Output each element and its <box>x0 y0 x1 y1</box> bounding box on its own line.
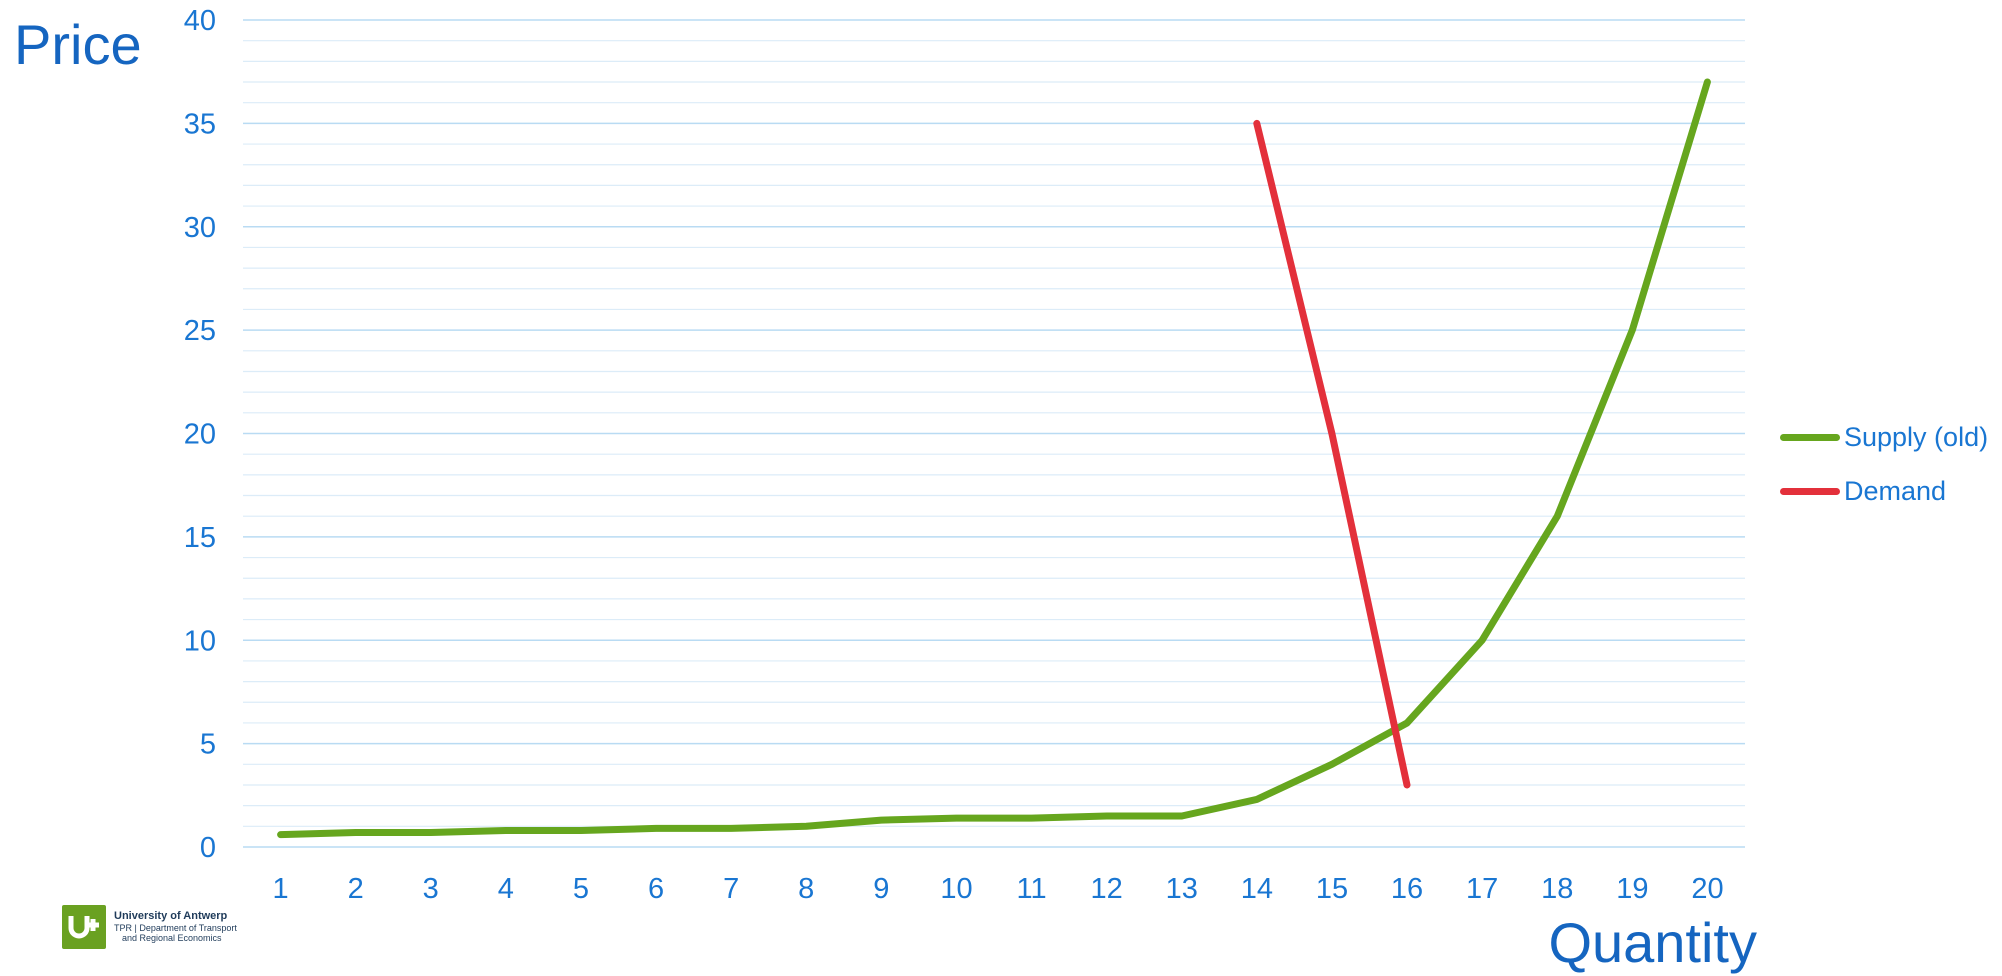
y-tick-label: 35 <box>184 108 216 140</box>
x-tick-label: 11 <box>1016 873 1046 905</box>
university-logo: University of Antwerp TPR | Department o… <box>62 905 237 949</box>
university-logo-text: University of Antwerp TPR | Department o… <box>114 910 237 943</box>
x-tick-label: 7 <box>723 873 739 905</box>
y-tick-label: 0 <box>200 832 216 864</box>
x-tick-label: 15 <box>1316 873 1348 905</box>
x-tick-label: 17 <box>1466 873 1498 905</box>
x-tick-label: 4 <box>498 873 514 905</box>
x-tick-label: 10 <box>940 873 972 905</box>
legend-swatch-demand <box>1780 487 1840 495</box>
legend-label-supply: Supply (old) <box>1844 421 1989 452</box>
legend-item-supply: Supply (old) <box>1780 410 1988 464</box>
university-logo-mark <box>62 905 106 949</box>
grid-lines <box>243 19 1745 848</box>
series-line-supply-old <box>277 78 1711 839</box>
y-tick-label: 20 <box>184 419 216 451</box>
y-tick-label: 30 <box>184 212 216 244</box>
x-axis-title: Quantity <box>1548 911 1757 974</box>
x-tick-label: 18 <box>1541 873 1573 905</box>
x-tick-label: 2 <box>348 873 364 905</box>
x-tick-label: 1 <box>272 873 288 905</box>
legend-item-demand: Demand <box>1780 464 1988 518</box>
x-tick-label: 8 <box>798 873 814 905</box>
x-tick-label: 20 <box>1691 873 1723 905</box>
y-tick-label: 40 <box>184 5 216 37</box>
x-tick-label: 14 <box>1241 873 1273 905</box>
y-tick-label: 5 <box>200 729 216 761</box>
x-tick-label: 9 <box>873 873 889 905</box>
department-name-line1: TPR | Department of Transport <box>114 922 237 933</box>
x-tick-label: 3 <box>423 873 439 905</box>
x-tick-label: 6 <box>648 873 664 905</box>
series-lines <box>277 78 1711 839</box>
x-tick-label: 13 <box>1166 873 1198 905</box>
y-tick-label: 15 <box>184 522 216 554</box>
legend-label-demand: Demand <box>1844 475 1947 506</box>
x-tick-label: 5 <box>573 873 589 905</box>
x-tick-label: 12 <box>1091 873 1123 905</box>
y-tick-label: 10 <box>184 625 216 657</box>
u-plus-icon <box>68 916 99 939</box>
series-line-demand <box>1253 119 1411 789</box>
legend-swatch-supply <box>1780 433 1840 441</box>
x-tick-label: 19 <box>1616 873 1648 905</box>
y-axis-ticks: 0 5 10 15 20 25 30 35 40 <box>184 5 216 864</box>
department-name-line2: and Regional Economics <box>122 933 222 944</box>
legend: Supply (old) Demand <box>1780 410 1988 518</box>
university-name: University of Antwerp <box>114 910 228 923</box>
y-tick-label: 25 <box>184 315 216 347</box>
x-tick-label: 16 <box>1391 873 1423 905</box>
x-axis-ticks: 1 2 3 4 5 6 7 8 9 10 11 12 13 14 15 16 17 18 19 20 <box>272 873 1723 905</box>
y-axis-title: Price <box>14 13 142 76</box>
